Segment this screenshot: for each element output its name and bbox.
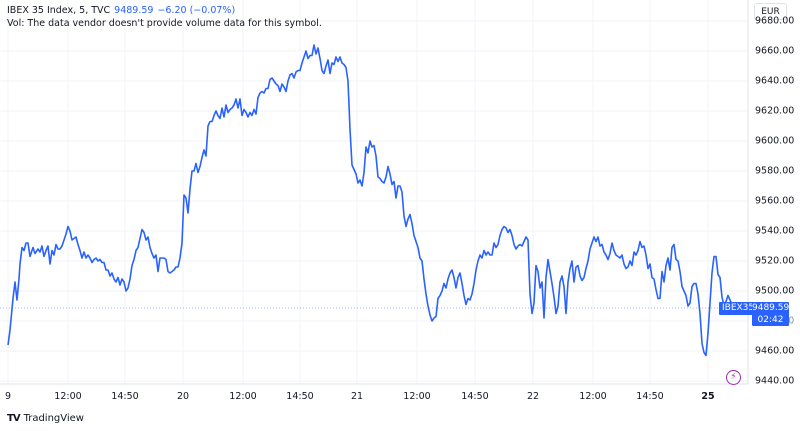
price-series-line — [7, 44, 735, 357]
price-axis-label: 9440.00 — [755, 375, 795, 387]
price-axis-label: 9660.00 — [755, 45, 795, 57]
time-axis-label: 12:00 — [579, 391, 607, 402]
time-axis-label: 25 — [701, 391, 715, 402]
time-axis-label: 20 — [176, 391, 190, 402]
legend: IBEX 35 Index, 5, TVC 9489.59 −6.20 (−0.07… — [7, 4, 322, 30]
time-axis-label: 9 — [4, 391, 12, 402]
volume-notice: Vol: The data vendor doesn't provide vol… — [7, 18, 322, 29]
time-axis-label: 14:50 — [111, 391, 139, 402]
symbol-tag: IBEX35 — [719, 302, 758, 315]
price-axis-label: 9600.00 — [755, 135, 795, 147]
legend-symbol-row: IBEX 35 Index, 5, TVC 9489.59 −6.20 (−0.07… — [7, 4, 322, 17]
price-axis-label: 9500.00 — [755, 285, 795, 297]
tradingview-logo-icon: TV — [7, 413, 21, 424]
bar-countdown: 02:42 — [757, 315, 784, 325]
last-price-tag: 9489.59 02:42 — [752, 302, 789, 326]
last-price-value: 9489.59 — [752, 303, 790, 313]
time-axis-label: 12:00 — [229, 391, 257, 402]
time-axis-label: 21 — [350, 391, 364, 402]
price-axis-label: 9580.00 — [755, 165, 795, 177]
price-axis-label: 9540.00 — [755, 225, 795, 237]
price-axis-label: 9520.00 — [755, 255, 795, 267]
change-value: −6.20 (−0.07%) — [157, 5, 236, 16]
price-axis-label: 9560.00 — [755, 195, 795, 207]
time-axis-label: 14:50 — [286, 391, 314, 402]
time-axis-label: 12:00 — [403, 391, 431, 402]
grid-lines — [0, 0, 748, 384]
footer-branding[interactable]: TV TradingView — [7, 413, 84, 424]
currency-button[interactable]: EUR — [754, 3, 787, 20]
price-axis-label: 9680.00 — [755, 15, 795, 27]
price-axis-label: 9460.00 — [755, 345, 795, 357]
bolt-icon[interactable]: ⚡ — [726, 370, 741, 385]
time-axis-label: 22 — [526, 391, 540, 402]
symbol-description[interactable]: IBEX 35 Index, 5, TVC — [7, 5, 111, 16]
time-axis-label: 12:00 — [54, 391, 82, 402]
price-axis-label: 9620.00 — [755, 105, 795, 117]
last-value: 9489.59 — [114, 5, 154, 16]
time-axis-label: 14:50 — [461, 391, 489, 402]
price-axis-label: 9640.00 — [755, 75, 795, 87]
time-axis-label: 14:50 — [636, 391, 664, 402]
brand-name: TradingView — [23, 413, 84, 424]
